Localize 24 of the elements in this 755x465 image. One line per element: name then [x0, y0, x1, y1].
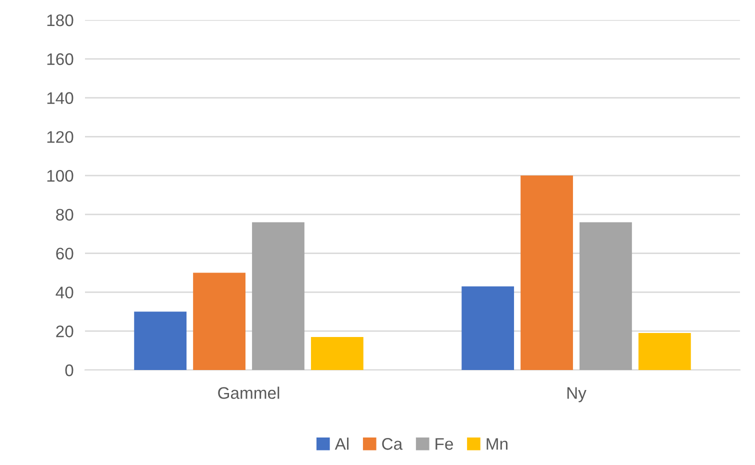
- bar: [520, 176, 573, 370]
- x-tick-label: Ny: [567, 387, 586, 402]
- x-tick-label: Gammel: [218, 386, 280, 399]
- y-tick-label: 40: [56, 286, 74, 298]
- legend-label: Al: [334, 438, 349, 450]
- bar: [580, 222, 632, 370]
- y-tick-label: 60: [56, 248, 74, 260]
- bar: [134, 312, 187, 370]
- legend-label: Fe: [436, 438, 453, 450]
- y-tick-label: 100: [47, 170, 74, 182]
- y-tick-label: 20: [56, 326, 74, 338]
- bar: [252, 222, 304, 370]
- bar: [462, 286, 514, 370]
- y-tick-label: 120: [47, 131, 74, 143]
- legend-label: Ca: [382, 438, 403, 450]
- bar: [310, 336, 364, 370]
- bar: [193, 272, 246, 370]
- legend-label: Mn: [486, 438, 508, 450]
- y-tick-label: 0: [65, 364, 74, 376]
- y-tick-label: 160: [47, 53, 74, 66]
- y-tick-label: 180: [47, 14, 74, 26]
- bar: [638, 333, 691, 370]
- y-tick-label: 140: [47, 92, 74, 104]
- y-tick-label: 80: [56, 208, 74, 221]
